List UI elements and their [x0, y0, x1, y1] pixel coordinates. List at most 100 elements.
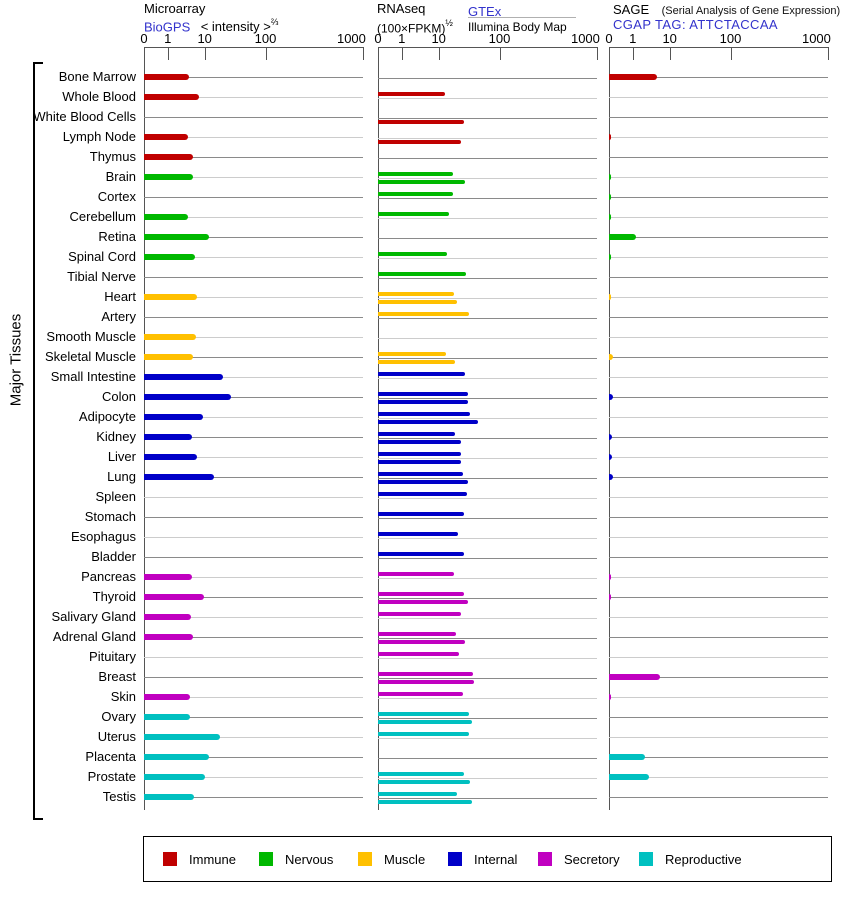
row-baseline: [609, 497, 828, 498]
row-baseline: [378, 378, 597, 379]
row-baseline: [378, 498, 597, 499]
gtex-underline: [468, 17, 576, 18]
tissue-group-bracket: [33, 62, 43, 820]
row-baseline: [378, 778, 597, 779]
row-baseline: [609, 337, 828, 338]
axis-tick-label: 0: [374, 31, 382, 46]
row-baseline: [378, 418, 597, 419]
bar-rnaseq-gtex: [378, 292, 454, 296]
row-baseline: [144, 117, 363, 118]
biogps-link[interactable]: BioGPS: [144, 19, 191, 35]
row-baseline: [144, 97, 363, 98]
tissue-label: Salivary Gland: [51, 609, 136, 624]
row-baseline: [378, 798, 597, 799]
bar-sage: [609, 194, 612, 200]
gtex-link[interactable]: GTEx: [468, 4, 502, 19]
row-baseline: [144, 537, 363, 538]
axis-tick-label: 10: [431, 31, 446, 46]
row-baseline: [378, 158, 597, 159]
sage-header: SAGE (Serial Analysis of Gene Expression…: [613, 1, 840, 19]
axis-tick-label: 1000: [801, 31, 831, 46]
microarray-title: Microarray: [144, 1, 206, 16]
bar-rnaseq-illumina: [378, 600, 469, 604]
bar-rnaseq-gtex: [378, 372, 465, 376]
bar-sage: [609, 254, 612, 260]
bar-microarray: [144, 774, 205, 780]
bar-rnaseq-gtex: [378, 452, 461, 456]
tissue-label: Skin: [110, 689, 136, 704]
row-baseline: [378, 638, 597, 639]
bar-microarray: [144, 754, 209, 760]
bar-microarray: [144, 394, 231, 400]
x-axis-line: [378, 47, 597, 48]
bar-rnaseq-illumina: [378, 460, 461, 464]
tissue-label: Stomach: [84, 509, 136, 524]
row-baseline: [144, 217, 363, 218]
row-baseline: [144, 777, 363, 778]
bar-rnaseq-gtex: [378, 92, 445, 96]
rnaseq-subtitle: (100×FPKM): [377, 21, 446, 36]
legend-item-secretory: Secretory: [538, 850, 620, 868]
row-baseline: [378, 678, 597, 679]
row-baseline: [144, 177, 363, 178]
legend-item-immune: Immune: [163, 850, 236, 868]
bar-sage: [609, 694, 611, 700]
cgap-tag-link[interactable]: CGAP TAG: ATTCTACCAA: [613, 17, 778, 32]
tissue-label: Ovary: [101, 709, 136, 724]
tissue-label: Colon: [102, 389, 136, 404]
row-baseline: [378, 718, 597, 719]
axis-tick-label: 1: [164, 31, 172, 46]
tissue-label: Kidney: [96, 429, 136, 444]
tissue-label: Liver: [107, 449, 136, 464]
row-baseline: [144, 697, 363, 698]
row-baseline: [609, 457, 828, 458]
axis-tick-label: 100: [488, 31, 511, 46]
bar-rnaseq-gtex: [378, 432, 456, 436]
row-baseline: [144, 77, 363, 78]
row-baseline: [144, 197, 363, 198]
bar-rnaseq-gtex: [378, 472, 463, 476]
row-baseline: [144, 637, 363, 638]
row-baseline: [144, 657, 363, 658]
bar-microarray: [144, 794, 194, 800]
bar-microarray: [144, 74, 189, 80]
row-baseline: [609, 117, 828, 118]
bar-rnaseq-gtex: [378, 492, 468, 496]
legend-item-reproductive: Reproductive: [639, 850, 742, 868]
bar-sage: [609, 774, 649, 780]
legend-label: Secretory: [564, 851, 620, 867]
row-baseline: [609, 177, 828, 178]
bar-rnaseq-gtex: [378, 412, 470, 416]
bar-sage: [609, 214, 612, 220]
legend: Immune Nervous Muscle Internal Secretory Repr…: [143, 836, 832, 882]
bar-rnaseq-gtex: [378, 792, 458, 796]
tissue-label: Retina: [98, 229, 136, 244]
row-baseline: [144, 237, 363, 238]
row-baseline: [144, 737, 363, 738]
row-baseline: [378, 138, 597, 139]
row-baseline: [609, 577, 828, 578]
x-axis-tick: [669, 47, 671, 60]
bar-sage: [609, 434, 613, 440]
microarray-header: Microarray BioGPS < intensity >⅔: [144, 1, 278, 36]
row-baseline: [609, 477, 828, 478]
row-baseline: [609, 517, 828, 518]
row-baseline: [609, 717, 828, 718]
bar-rnaseq-gtex: [378, 592, 465, 596]
bar-sage: [609, 294, 612, 300]
row-baseline: [609, 157, 828, 158]
tissue-label: Brain: [105, 169, 136, 184]
row-baseline: [378, 478, 597, 479]
row-baseline: [378, 658, 597, 659]
row-baseline: [144, 717, 363, 718]
row-baseline: [609, 277, 828, 278]
row-baseline: [609, 757, 828, 758]
row-baseline: [609, 777, 828, 778]
tissue-label: Spleen: [95, 489, 136, 504]
x-axis-tick: [144, 47, 145, 810]
row-baseline: [609, 537, 828, 538]
rnaseq-exponent: ½: [445, 18, 453, 28]
row-baseline: [609, 657, 828, 658]
row-baseline: [609, 597, 828, 598]
